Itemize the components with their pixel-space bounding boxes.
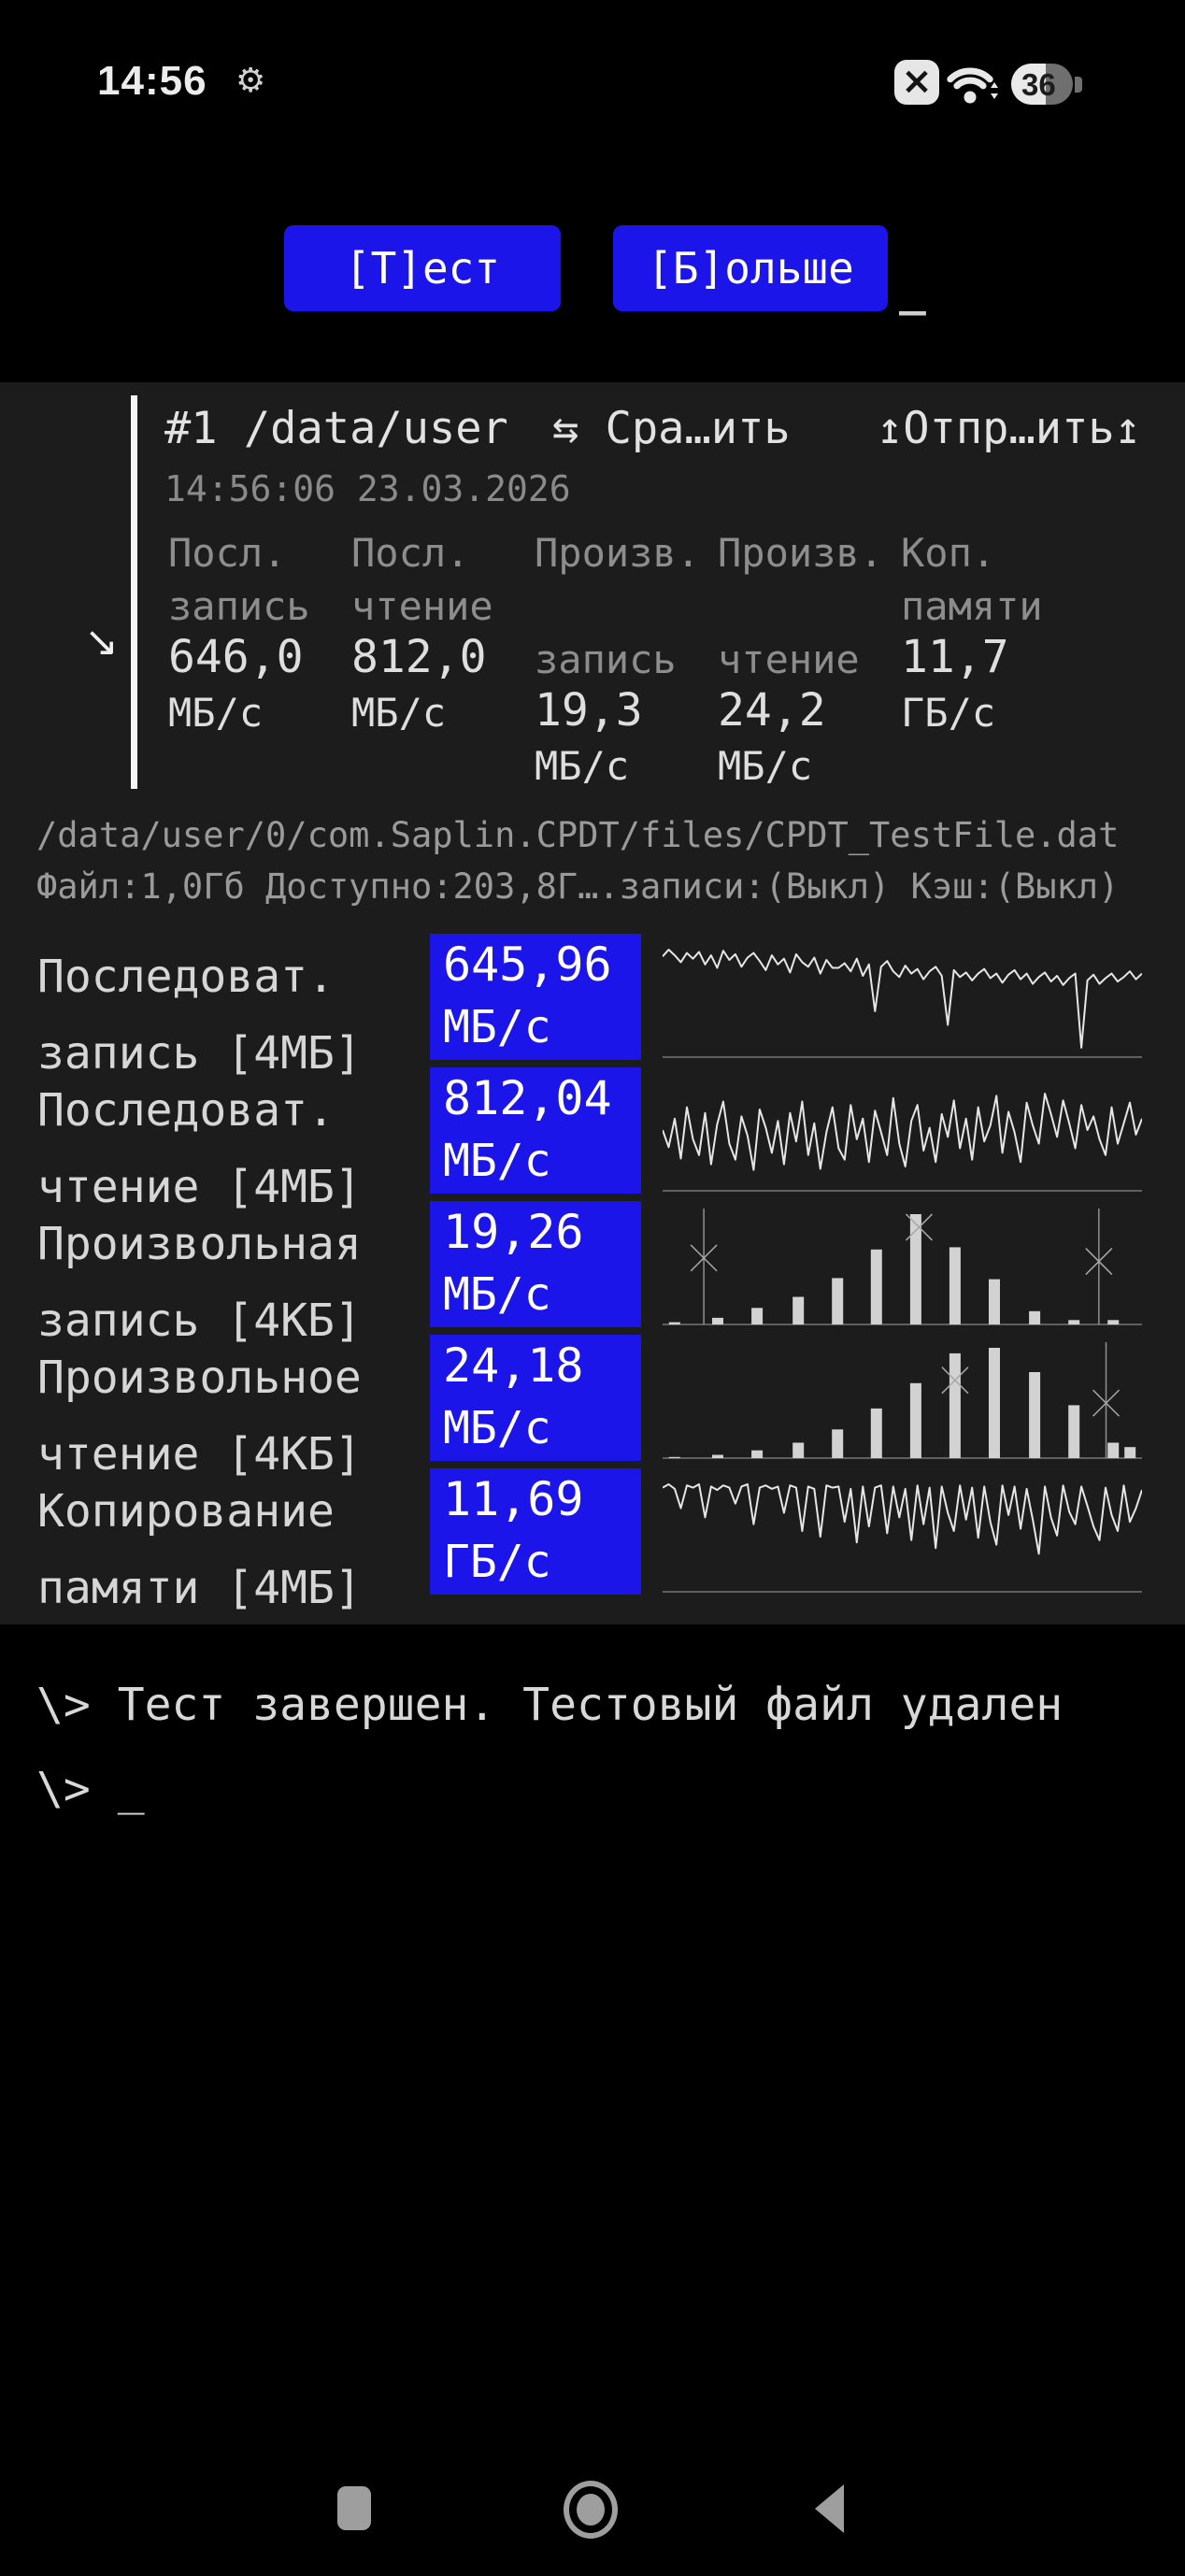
seq-read-row: Последоват. чтение [4МБ] 812,04 МБ/с	[0, 1067, 1185, 1213]
record-col1-line1: Посл.	[168, 530, 287, 576]
test-rows: Последоват. запись [4МБ] 645,96 МБ/с Последо…	[0, 934, 1185, 1614]
battery-nub	[1075, 77, 1082, 93]
seq-read-label-size: чтение [4МБ]	[37, 1161, 362, 1213]
rand-read-row: Произвольное чтение [4КБ] 24,18 МБ/с	[0, 1335, 1185, 1481]
mem-copy-unit: ГБ/с	[443, 1536, 551, 1588]
record-col5-line4: ГБ/с	[901, 690, 996, 736]
mem-copy-value: 11,69	[443, 1472, 584, 1526]
seq-write-value: 645,96	[443, 937, 612, 992]
battery-fill	[1011, 64, 1046, 105]
record-col2-line2: чтение	[351, 583, 493, 629]
home-button[interactable]	[564, 2481, 618, 2539]
mem-copy-chart	[663, 1483, 1142, 1593]
record-col1-line2: запись	[168, 583, 310, 629]
record-col5-line3: 11,7	[901, 631, 1009, 683]
rand-write-unit: МБ/с	[443, 1268, 551, 1321]
more-button[interactable]: [Б]ольше	[613, 225, 888, 311]
gear-icon: ⚙	[236, 62, 266, 100]
record-col2-line1: Посл.	[351, 530, 470, 576]
terminal-prompt: \> _	[36, 1763, 145, 1815]
send-button[interactable]: ↥Отпр…ить↥	[877, 403, 1141, 454]
rand-read-value: 24,18	[443, 1338, 584, 1393]
record-col3-line5: МБ/с	[535, 743, 630, 789]
seq-read-value: 812,04	[443, 1071, 612, 1125]
seq-read-value-box: 812,04 МБ/с	[430, 1067, 641, 1194]
record-col3-line4: 19,3	[535, 684, 643, 737]
record-pointer-icon: ↘	[84, 618, 119, 665]
rand-write-value: 19,26	[443, 1205, 584, 1259]
seq-write-unit: МБ/с	[443, 1001, 551, 1053]
mem-copy-label-size: памяти [4МБ]	[37, 1562, 362, 1614]
record-col5-line1: Коп.	[901, 530, 996, 576]
record-col2-line4: МБ/с	[351, 690, 447, 736]
rand-read-value-box: 24,18 МБ/с	[430, 1335, 641, 1461]
rand-write-label-size: запись [4КБ]	[37, 1295, 362, 1347]
statusbar-clock: 14:56	[97, 58, 207, 104]
record-col4-line3: чтение	[718, 637, 860, 682]
battery-icon: 36	[1011, 64, 1073, 105]
seq-read-chart	[663, 1093, 1142, 1192]
rand-write-chart	[663, 1209, 1142, 1325]
record-summary-table: Посл. запись 646,0 МБ/с Посл. чтение 812,0 МБ/с…	[168, 530, 1112, 801]
text-cursor: _	[899, 264, 926, 316]
record-left-bar	[131, 395, 137, 789]
rand-read-label-size: чтение [4КБ]	[37, 1428, 362, 1481]
record-col4-line5: МБ/с	[718, 743, 813, 789]
record-col3-line1: Произв.	[535, 530, 701, 576]
seq-write-chart	[663, 949, 1142, 1058]
seq-write-row: Последоват. запись [4МБ] 645,96 МБ/с	[0, 934, 1185, 1080]
record-col4-line4: 24,2	[718, 684, 826, 737]
battery-percent: 36	[1021, 67, 1056, 102]
mem-copy-label: Копирование	[37, 1485, 335, 1538]
back-button[interactable]	[815, 2484, 844, 2533]
record-title: #1 /data/user	[164, 403, 508, 454]
record-col1-line3: 646,0	[168, 631, 304, 683]
seq-write-value-box: 645,96 МБ/с	[430, 934, 641, 1060]
rand-write-row: Произвольная запись [4КБ] 19,26 МБ/с	[0, 1201, 1185, 1347]
wifi-icon	[947, 67, 998, 104]
recents-button[interactable]	[337, 2486, 371, 2530]
rand-read-label: Произвольное	[37, 1352, 362, 1404]
record-col3-line3: запись	[535, 637, 677, 682]
terminal-line-1: \> Тест завершен. Тестовый файл удален	[36, 1679, 1064, 1731]
record-col5-line2: памяти	[901, 583, 1043, 629]
mem-copy-row: Копирование памяти [4МБ] 11,69 ГБ/с	[0, 1468, 1185, 1614]
results-panel: ↘ #1 /data/user ⇆ Сра…ить ↥Отпр…ить↥ 14:…	[0, 382, 1185, 1624]
seq-read-label: Последоват.	[37, 1084, 335, 1137]
test-file-details: Файл:1,0Гб Доступно:203,8Г….записи:(Выкл…	[36, 866, 1120, 907]
mem-copy-value-box: 11,69 ГБ/с	[430, 1468, 641, 1595]
seq-write-label: Последоват.	[37, 951, 335, 1003]
compare-button[interactable]: ⇆ Сра…ить	[552, 403, 791, 454]
home-button-inner	[577, 2494, 605, 2526]
record-timestamp: 14:56:06 23.03.2026	[164, 468, 571, 509]
rand-write-value-box: 19,26 МБ/с	[430, 1201, 641, 1327]
seq-read-unit: МБ/с	[443, 1135, 551, 1187]
rand-read-unit: МБ/с	[443, 1402, 551, 1454]
seq-write-label-size: запись [4МБ]	[37, 1027, 362, 1080]
rand-write-label: Произвольная	[37, 1218, 362, 1270]
record-col4-line1: Произв.	[718, 530, 884, 576]
test-file-path: /data/user/0/com.Saplin.CPDT/files/CPDT_…	[36, 815, 1120, 855]
record-col1-line4: МБ/с	[168, 690, 264, 736]
test-button[interactable]: [Т]ест	[284, 225, 561, 311]
no-sim-icon: ×	[894, 60, 939, 105]
record-col2-line3: 812,0	[351, 631, 487, 683]
rand-read-chart	[663, 1342, 1142, 1459]
